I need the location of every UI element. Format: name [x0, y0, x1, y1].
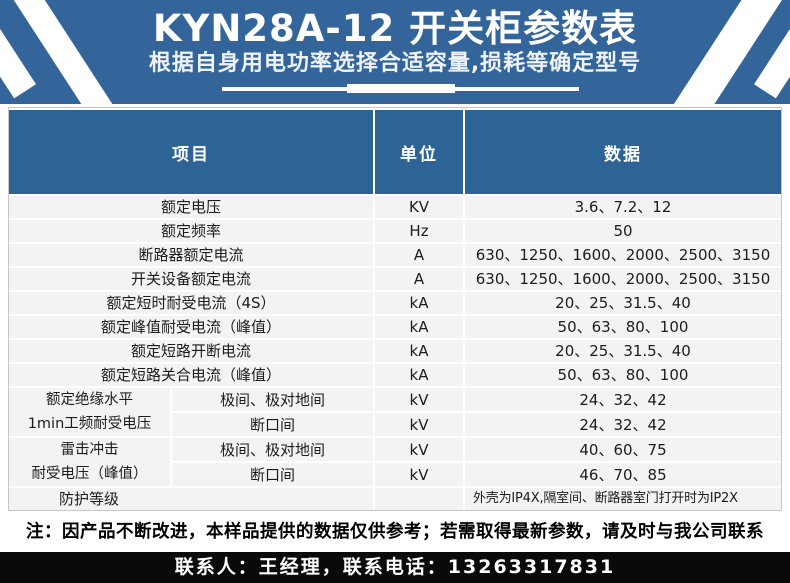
group-label-cell: 额定绝缘水平 1min工频耐受电压 [9, 386, 171, 437]
unit-cell: kV [373, 461, 464, 487]
data-cell: 20、25、31.5、40 [463, 290, 781, 315]
item-cell: 断路器额定电流 [9, 242, 374, 267]
unit-cell: kV [373, 411, 464, 437]
table-row: 额定绝缘水平 1min工频耐受电压 极间、极对地间 kV 24、32、42 [9, 386, 781, 437]
spec-table: 项目 单位 数据 额定电压 KV 3.6、7.2、12 额定频率 Hz 50 断… [8, 107, 782, 511]
group-label-line1: 额定绝缘水平 [46, 392, 133, 408]
item-cell: 防护等级 [9, 486, 374, 510]
data-cell: 20、25、31.5、40 [463, 338, 781, 363]
data-cell: 50、63、80、100 [463, 362, 781, 387]
unit-cell: A [373, 266, 464, 291]
table-row: 断口间 kV 24、32、42 [9, 411, 781, 437]
unit-cell: kA [373, 314, 464, 339]
unit-cell: KV [373, 194, 464, 219]
table-row: 额定短时耐受电流（4S） kA 20、25、31.5、40 [9, 290, 781, 315]
table-row: 开关设备额定电流 A 630、1250、1600、2000、2500、3150 [9, 266, 781, 291]
unit-cell: kV [373, 386, 464, 412]
group-label-cell: 雷击冲击 耐受电压（峰值） [9, 436, 171, 487]
item-cell: 额定频率 [9, 218, 374, 243]
column-header-item: 项目 [9, 108, 374, 195]
page-subtitle: 根据自身用电功率选择合适容量,损耗等确定型号 [148, 51, 642, 76]
data-cell: 50、63、80、100 [463, 314, 781, 339]
item-cell: 额定短路开断电流 [9, 338, 374, 363]
disclaimer-note: 注：因产品不断改进，本样品提供的数据仅供参考；若需取得最新参数，请及时与我公司联… [26, 522, 764, 542]
unit-cell: Hz [373, 218, 464, 243]
table-row: 额定频率 Hz 50 [9, 218, 781, 243]
sub-item-cell: 断口间 [170, 411, 374, 437]
group-label-line2: 耐受电压（峰值） [31, 466, 148, 482]
item-cell: 额定电压 [9, 194, 374, 219]
table-row: 断口间 kV 46、70、85 [9, 461, 781, 487]
unit-cell [373, 486, 464, 510]
table-row: 雷击冲击 耐受电压（峰值） 极间、极对地间 kV 40、60、75 [9, 436, 781, 487]
table-row: 额定峰值耐受电流（峰值） kA 50、63、80、100 [9, 314, 781, 339]
data-cell: 外壳为IP4X,隔室间、断路器室门打开时为IP2X [463, 486, 781, 510]
table-row: 额定短路开断电流 kA 20、25、31.5、40 [9, 338, 781, 363]
banner: KYN28A-12 开关柜参数表 根据自身用电功率选择合适容量,损耗等确定型号 [0, 0, 790, 104]
column-header-unit: 单位 [373, 108, 464, 195]
group-label-line2: 1min工频耐受电压 [27, 416, 152, 432]
item-cell: 额定短时耐受电流（4S） [9, 290, 374, 315]
sub-item-cell: 断口间 [170, 461, 374, 487]
data-cell: 46、70、85 [463, 461, 781, 487]
unit-cell: kA [373, 290, 464, 315]
table-row: 断路器额定电流 A 630、1250、1600、2000、2500、3150 [9, 242, 781, 267]
unit-cell: kA [373, 362, 464, 387]
subtitle-underline-thick [347, 84, 455, 93]
contact-bar: 联系人：王经理，联系电话：13263317831 [0, 552, 790, 583]
item-cell: 开关设备额定电流 [9, 266, 374, 291]
sub-item-cell: 极间、极对地间 [170, 386, 374, 412]
data-cell: 24、32、42 [463, 411, 781, 437]
table-row: 额定电压 KV 3.6、7.2、12 [9, 194, 781, 219]
data-cell: 630、1250、1600、2000、2500、3150 [463, 242, 781, 267]
data-cell: 3.6、7.2、12 [463, 194, 781, 219]
table-header-row: 项目 单位 数据 [9, 108, 781, 195]
sub-item-cell: 极间、极对地间 [170, 436, 374, 462]
item-cell: 额定峰值耐受电流（峰值） [9, 314, 374, 339]
unit-cell: kV [373, 436, 464, 462]
table-row: 额定短路关合电流（峰值） kA 50、63、80、100 [9, 362, 781, 387]
item-cell: 额定短路关合电流（峰值） [9, 362, 374, 387]
data-cell: 50 [463, 218, 781, 243]
data-cell: 40、60、75 [463, 436, 781, 462]
contact-info: 联系人：王经理，联系电话：13263317831 [174, 556, 616, 578]
column-header-data: 数据 [463, 108, 781, 195]
group-label-line1: 雷击冲击 [60, 442, 119, 458]
unit-cell: A [373, 242, 464, 267]
page-title: KYN28A-12 开关柜参数表 [152, 7, 638, 50]
data-cell: 24、32、42 [463, 386, 781, 412]
unit-cell: kA [373, 338, 464, 363]
table-row: 防护等级 外壳为IP4X,隔室间、断路器室门打开时为IP2X [9, 486, 781, 510]
data-cell: 630、1250、1600、2000、2500、3150 [463, 266, 781, 291]
